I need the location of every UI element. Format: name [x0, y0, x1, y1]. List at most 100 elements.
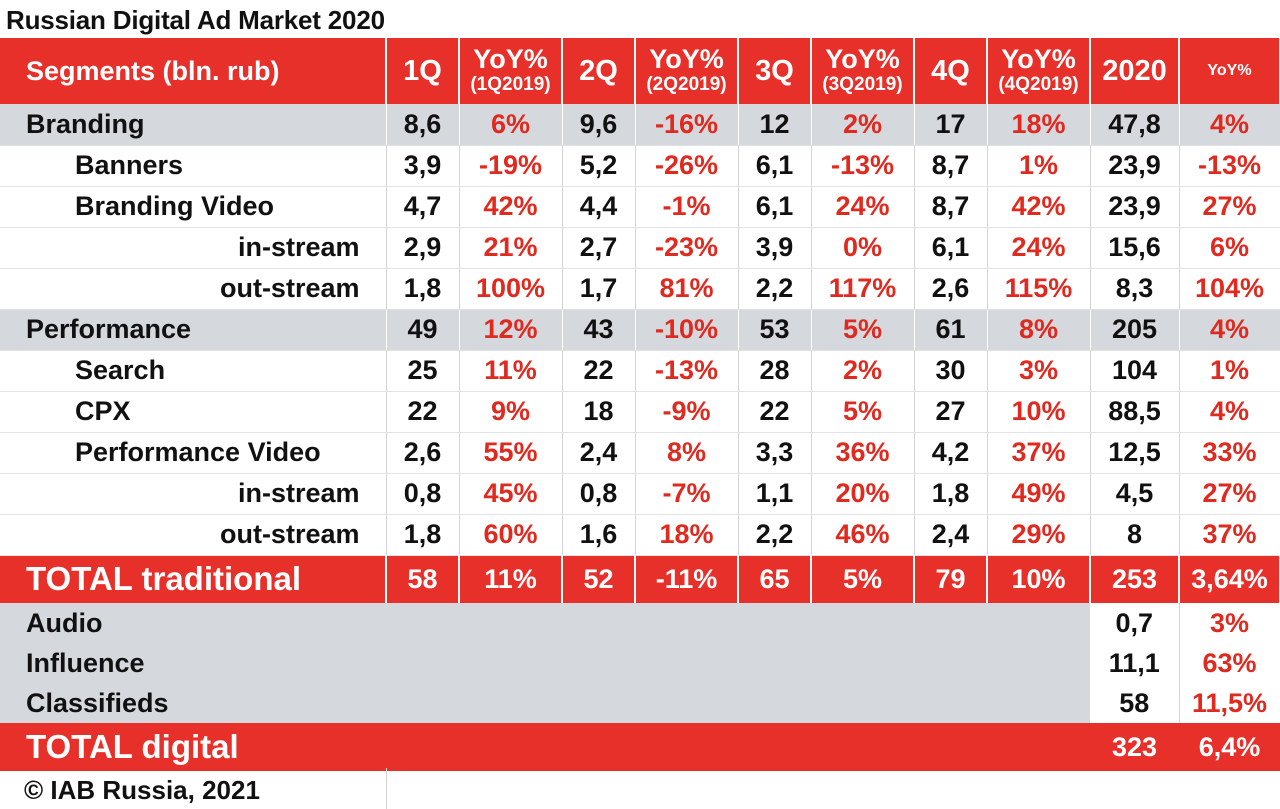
- value-cell: 4,5: [1090, 473, 1180, 515]
- yoy-cell: 1%: [987, 145, 1091, 187]
- value-cell: 47,8: [1090, 104, 1180, 146]
- segment-label: in-stream: [0, 227, 387, 269]
- segment-label: Search: [0, 350, 387, 392]
- column-header-sub: (3Q2019): [822, 74, 903, 95]
- value-cell: 43: [562, 309, 636, 351]
- yoy-cell: 60%: [459, 514, 563, 556]
- yoy-cell: 18%: [635, 514, 739, 556]
- column-header-main: YoY%: [825, 44, 900, 74]
- yoy-cell: -13%: [1179, 145, 1280, 187]
- value-cell: 2,2: [738, 268, 812, 310]
- column-header: YoY%: [1179, 38, 1280, 104]
- yoy-cell: 4%: [1179, 309, 1280, 351]
- page-title: Russian Digital Ad Market 2020: [6, 5, 385, 35]
- value-cell: 12,5: [1090, 432, 1180, 474]
- total-traditional-label: TOTAL traditional: [0, 555, 387, 603]
- segment-label: in-stream: [0, 473, 387, 515]
- value-cell: 4,4: [562, 186, 636, 228]
- column-header-main: YoY%: [473, 44, 548, 74]
- value-cell: 88,5: [1090, 391, 1180, 433]
- yoy-cell: 5%: [811, 309, 915, 351]
- column-header: 3Q: [738, 38, 812, 104]
- segment-label: CPX: [0, 391, 387, 433]
- value-cell: 22: [386, 391, 460, 433]
- yoy-cell: -1%: [635, 186, 739, 228]
- value-cell: 104: [1090, 350, 1180, 392]
- market-table: Segments (bln. rub) 1Q YoY% (1Q2019) 2Q YoY%(…: [0, 38, 1280, 771]
- value-cell: 15,6: [1090, 227, 1180, 269]
- yoy-cell: 24%: [987, 227, 1091, 269]
- table-row: in-stream 2,9 21% 2,7 -23% 3,9 0% 6,1 24% 15,6 6%: [0, 227, 1280, 269]
- yoy-cell: 27%: [1179, 473, 1280, 515]
- yoy-cell: 10%: [987, 555, 1091, 603]
- value-cell: 49: [386, 309, 460, 351]
- value-cell: 28: [738, 350, 812, 392]
- table-header-row: Segments (bln. rub) 1Q YoY% (1Q2019) 2Q YoY%(…: [0, 38, 1280, 104]
- column-header: 2020: [1090, 38, 1180, 104]
- yoy-cell: -26%: [635, 145, 739, 187]
- yoy-cell: 3,64%: [1179, 555, 1280, 603]
- yoy-cell: 115%: [987, 268, 1091, 310]
- value-cell: 323: [1089, 723, 1180, 771]
- yoy-cell: 11%: [459, 350, 563, 392]
- segment-label: Branding Video: [0, 186, 387, 228]
- value-cell: 17: [914, 104, 988, 146]
- value-cell: 2,6: [386, 432, 460, 474]
- value-cell: 25: [386, 350, 460, 392]
- yoy-cell: 6,4%: [1178, 723, 1280, 771]
- value-cell: 6,1: [738, 145, 812, 187]
- yoy-cell: 5%: [811, 555, 915, 603]
- value-cell: 1,8: [386, 514, 460, 556]
- table-row: Search 25 11% 22 -13% 28 2% 30 3% 104 1%: [0, 350, 1280, 392]
- value-cell: 8,3: [1090, 268, 1180, 310]
- segment-label: Performance Video: [0, 432, 387, 474]
- column-header: 4Q: [914, 38, 988, 104]
- value-cell: 22: [562, 350, 636, 392]
- column-header-sub: (1Q2019): [470, 74, 551, 95]
- yoy-cell: 104%: [1179, 268, 1280, 310]
- yoy-cell: 4%: [1179, 391, 1280, 433]
- table-row: Branding Video 4,7 42% 4,4 -1% 6,1 24% 8,7 42% 23…: [0, 186, 1280, 228]
- yoy-cell: 63%: [1179, 643, 1280, 683]
- value-cell: 5,2: [562, 145, 636, 187]
- yoy-cell: 18%: [987, 104, 1091, 146]
- yoy-cell: 3%: [987, 350, 1091, 392]
- segment-label: out-stream: [0, 268, 387, 310]
- total-traditional-row: TOTAL traditional 58 11% 52 -11% 65 5% 79 10% 253…: [0, 555, 1280, 603]
- value-cell: 0,7: [1090, 603, 1180, 643]
- yoy-cell: 9%: [459, 391, 563, 433]
- segment-label: Performance: [0, 309, 387, 351]
- value-cell: 27: [914, 391, 988, 433]
- yoy-cell: 0%: [811, 227, 915, 269]
- table-row: CPX 22 9% 18 -9% 22 5% 27 10% 88,5 4%: [0, 391, 1280, 433]
- column-header: 2Q: [562, 38, 636, 104]
- value-cell: 253: [1090, 555, 1180, 603]
- column-header: YoY% (1Q2019): [459, 38, 563, 104]
- yoy-cell: 46%: [811, 514, 915, 556]
- value-cell: 2,2: [738, 514, 812, 556]
- value-cell: 8: [1090, 514, 1180, 556]
- value-cell: 23,9: [1090, 145, 1180, 187]
- yoy-cell: 29%: [987, 514, 1091, 556]
- segment-label: Audio: [0, 603, 1090, 643]
- value-cell: 6,1: [914, 227, 988, 269]
- yoy-cell: 2%: [811, 104, 915, 146]
- yoy-cell: 100%: [459, 268, 563, 310]
- column-header: YoY% (4Q2019): [987, 38, 1091, 104]
- value-cell: 12: [738, 104, 812, 146]
- value-cell: 52: [562, 555, 636, 603]
- yoy-cell: -16%: [635, 104, 739, 146]
- column-header-sub: (2Q2019): [646, 74, 727, 95]
- table-row: Banners 3,9 -19% 5,2 -26% 6,1 -13% 8,7 1% 23,9 -13…: [0, 145, 1280, 187]
- yoy-cell: 33%: [1179, 432, 1280, 474]
- yoy-cell: 37%: [1179, 514, 1280, 556]
- value-cell: 2,9: [386, 227, 460, 269]
- copyright-text: © IAB Russia, 2021: [24, 775, 260, 805]
- yoy-cell: -19%: [459, 145, 563, 187]
- value-cell: 1,7: [562, 268, 636, 310]
- yoy-cell: 11%: [459, 555, 563, 603]
- value-cell: 0,8: [562, 473, 636, 515]
- yoy-cell: 5%: [811, 391, 915, 433]
- value-cell: 58: [386, 555, 460, 603]
- value-cell: 2,4: [914, 514, 988, 556]
